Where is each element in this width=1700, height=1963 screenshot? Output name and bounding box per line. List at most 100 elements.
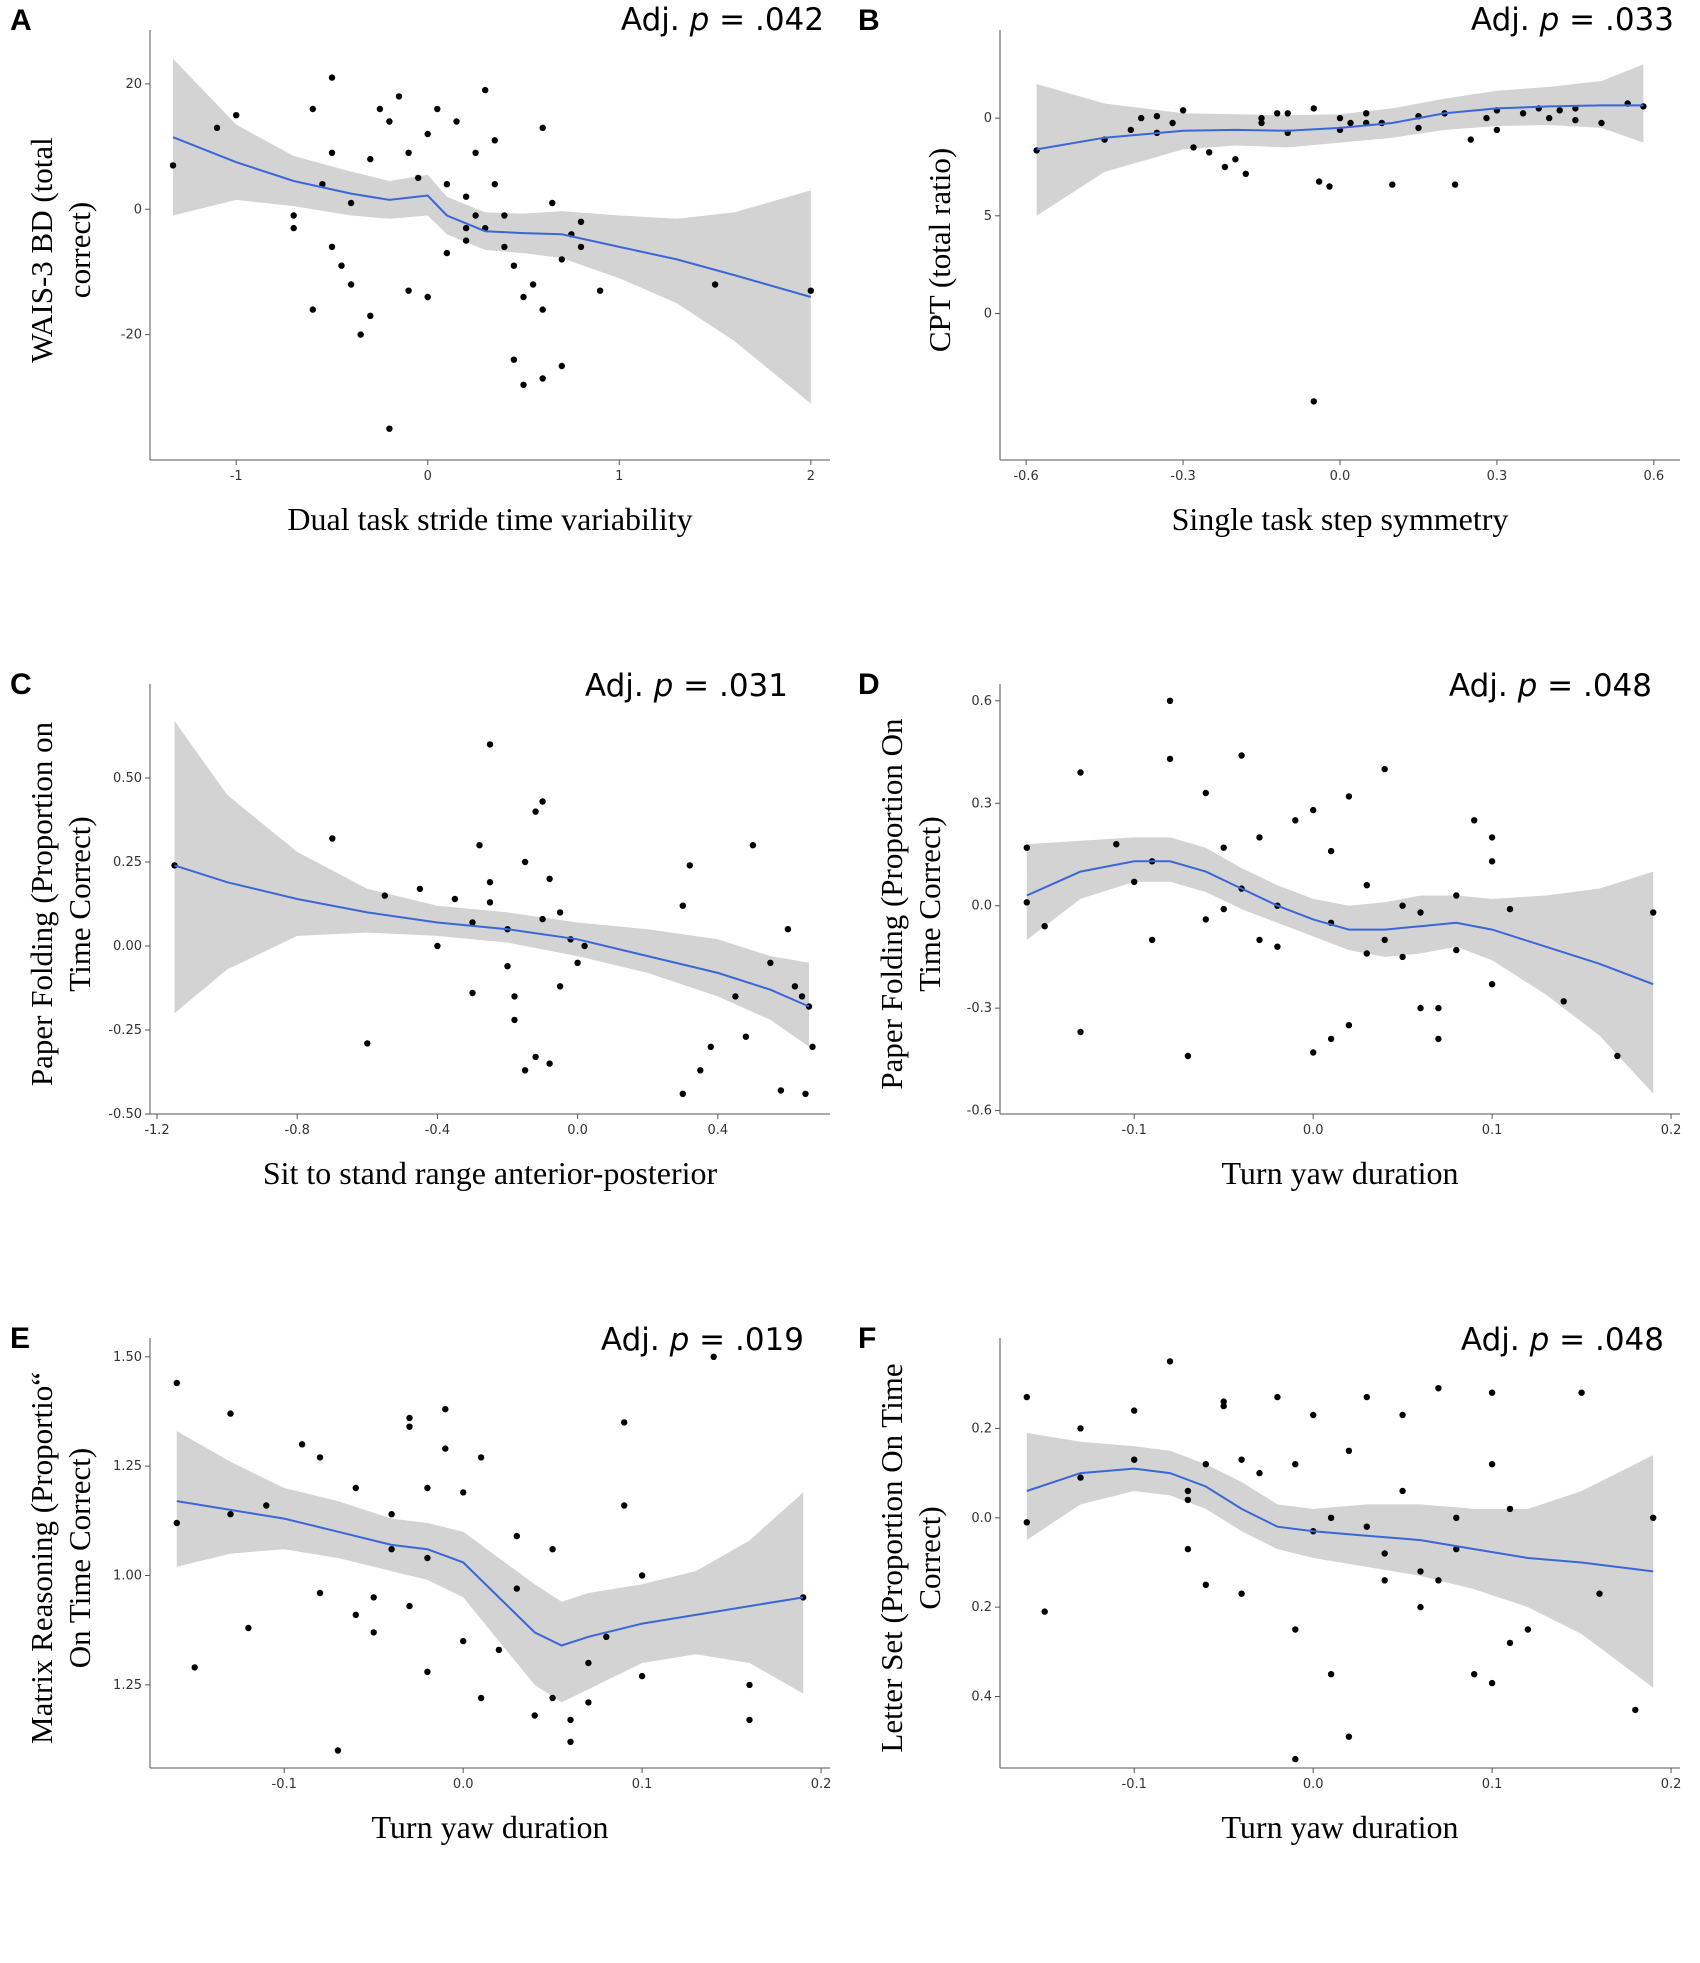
data-point	[513, 1585, 520, 1592]
data-point	[1453, 1514, 1460, 1521]
data-point	[501, 212, 508, 219]
scatter-plot: -0.1 0.0 0.1 0.2 -0.6 -0.3 0.0 0.3 0.6 Turn yaw d…	[874, 684, 1681, 1191]
data-point	[406, 1602, 413, 1610]
data-point	[1041, 923, 1048, 930]
data-point	[1238, 752, 1245, 759]
data-point	[513, 1532, 520, 1540]
data-point	[1169, 119, 1176, 127]
p-italic: p	[669, 1322, 690, 1358]
data-point	[1435, 1385, 1442, 1392]
data-point	[546, 1060, 553, 1067]
p-prefix: Adj.	[584, 668, 654, 704]
data-point	[1113, 841, 1120, 848]
smooth-fit-line	[1026, 1467, 1654, 1573]
panel-e: E Adj. p = .019 -0.1 0.0 0.1 0.2 1.25 1.00 1.2…	[0, 1308, 850, 1962]
data-point	[491, 181, 498, 188]
x-tick-label: 2	[807, 469, 815, 484]
data-point	[1399, 1411, 1406, 1419]
confidence-band	[1026, 837, 1654, 1094]
y-axis-label: Time Correct)	[62, 816, 97, 991]
x-axis-label: Turn yaw duration	[1221, 1809, 1458, 1845]
p-prefix: Adj.	[1460, 1322, 1530, 1358]
p-suffix: = .019	[689, 1322, 804, 1358]
data-point	[1274, 943, 1281, 950]
adjusted-p-value: Adj. p = .031	[585, 668, 788, 704]
y-tick-label: -0.6	[967, 1104, 992, 1119]
p-suffix: = .048	[1549, 1322, 1664, 1358]
data-point	[370, 1629, 377, 1636]
data-point	[477, 1694, 485, 1702]
data-point	[1572, 116, 1579, 124]
data-point	[434, 942, 441, 950]
y-tick-label: 0.2	[971, 1600, 992, 1615]
data-point	[1614, 1052, 1621, 1060]
panel-letter: F	[858, 1322, 877, 1355]
data-point	[1131, 1407, 1138, 1414]
data-point	[1310, 806, 1317, 814]
data-point	[1292, 1755, 1299, 1763]
data-point	[1471, 1671, 1478, 1678]
y-tick-label: 0.4	[971, 1690, 992, 1705]
y-tick-label: 1.50	[113, 1350, 142, 1365]
data-point	[1184, 1487, 1192, 1495]
data-point	[227, 1410, 234, 1417]
data-point	[491, 137, 498, 144]
data-point	[370, 1594, 377, 1601]
panel-letter: C	[10, 668, 32, 701]
data-point	[532, 808, 539, 815]
confidence-band	[174, 720, 809, 1047]
data-point	[1650, 1514, 1657, 1521]
data-point	[1274, 110, 1281, 117]
data-point	[1471, 817, 1478, 824]
panel-f: F Adj. p = .048 -0.1 0.0 0.1 0.2 0.4 0.2 0.0 0.…	[850, 1308, 1700, 1962]
y-axis-label: CPT (total ratio)	[922, 148, 957, 352]
data-point	[316, 1589, 324, 1597]
data-point	[549, 199, 556, 207]
data-point	[405, 149, 412, 156]
data-point	[1023, 1519, 1030, 1526]
p-suffix: = .031	[673, 668, 788, 704]
data-point	[1184, 1052, 1192, 1060]
data-point	[1148, 936, 1156, 944]
scatter-plot: -1.2 -0.8 -0.4 0.0 0.4 -0.50 -0.25 0.00 0.25 0.50…	[24, 684, 830, 1191]
data-point	[809, 1043, 816, 1050]
data-point	[1345, 1447, 1353, 1454]
data-point	[486, 741, 494, 748]
data-point	[1220, 844, 1227, 851]
data-point	[1238, 1456, 1245, 1463]
data-point	[1310, 1049, 1317, 1056]
data-point	[364, 1040, 371, 1047]
data-point	[416, 885, 424, 893]
data-point	[328, 74, 336, 81]
x-tick-label: 0.1	[1482, 1777, 1503, 1792]
data-point	[577, 243, 585, 251]
data-point	[556, 983, 564, 990]
data-point	[1345, 793, 1353, 800]
data-point	[451, 895, 459, 903]
data-point	[1488, 1679, 1496, 1687]
data-point	[621, 1419, 628, 1426]
data-point	[1453, 946, 1460, 954]
data-point	[567, 1716, 574, 1724]
data-point	[388, 1546, 395, 1553]
data-point	[1640, 103, 1647, 110]
data-point	[1506, 1639, 1514, 1647]
data-point	[529, 281, 537, 288]
data-point	[1202, 1581, 1209, 1588]
data-point	[1256, 1469, 1263, 1477]
data-point	[1256, 834, 1263, 841]
data-point	[777, 1087, 785, 1094]
y-tick-label: 0.00	[113, 939, 142, 954]
data-point	[504, 963, 511, 970]
data-point	[453, 118, 460, 125]
data-point	[319, 181, 326, 188]
data-point	[520, 293, 527, 301]
data-point	[1524, 1626, 1532, 1633]
data-point	[1131, 878, 1138, 885]
data-point	[1453, 892, 1460, 899]
data-point	[1596, 1590, 1603, 1597]
data-point	[1292, 817, 1299, 824]
x-axis-label: Turn yaw duration	[371, 1809, 608, 1845]
data-point	[1488, 981, 1496, 988]
y-tick-label: -0.3	[967, 1001, 992, 1016]
